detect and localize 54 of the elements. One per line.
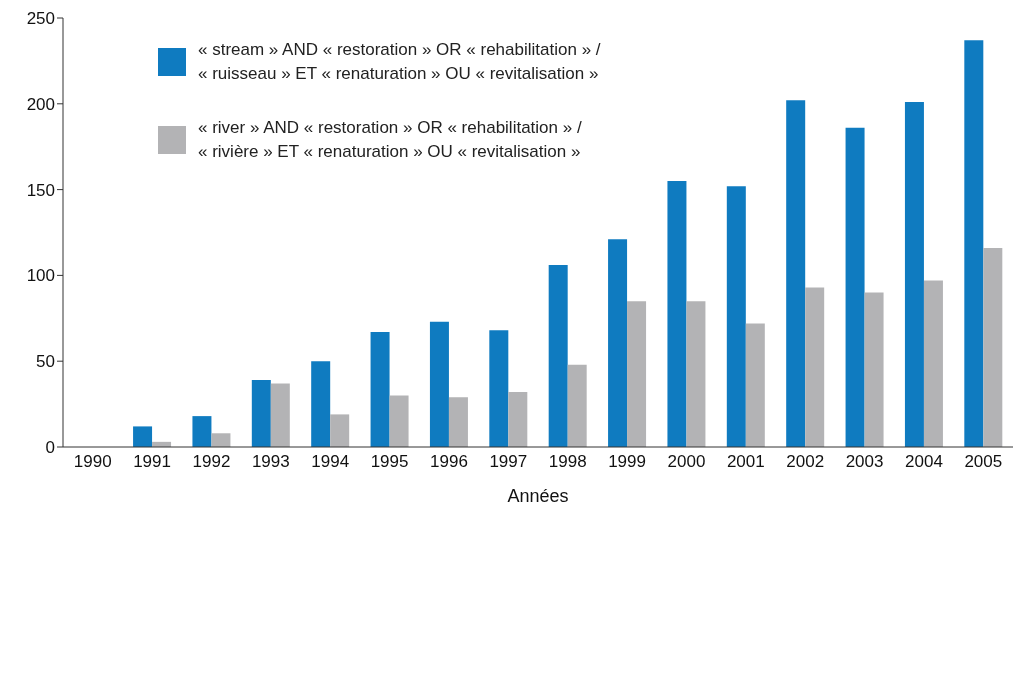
bar <box>270 383 290 447</box>
bar <box>786 100 806 447</box>
x-tick-label: 1992 <box>192 452 231 472</box>
bar <box>745 323 765 447</box>
x-tick-label: 2004 <box>905 452 943 472</box>
bar <box>251 380 271 447</box>
y-tick-label: 50 <box>36 352 55 372</box>
y-tick-label: 0 <box>45 438 55 458</box>
bar <box>311 361 331 447</box>
y-tick-label: 250 <box>26 9 55 29</box>
x-tick-label: 2003 <box>845 452 884 472</box>
bar <box>133 426 153 447</box>
bar <box>567 364 587 447</box>
x-tick-label: 1998 <box>548 452 587 472</box>
bar <box>627 301 647 447</box>
bar <box>964 40 984 447</box>
x-tick-label: 1996 <box>430 452 468 472</box>
x-tick-label: 2000 <box>667 452 706 472</box>
bar <box>983 247 1003 447</box>
bar <box>805 287 825 447</box>
bar <box>686 301 706 447</box>
bar <box>508 392 528 447</box>
bar <box>608 239 628 447</box>
y-tick-label: 100 <box>26 266 55 286</box>
bar <box>726 186 746 447</box>
bar <box>330 414 350 447</box>
x-tick-label: 2002 <box>786 452 825 472</box>
bar <box>667 181 687 447</box>
bar <box>904 102 924 447</box>
legend-label: « stream » AND « restoration » OR « rehabilitation » / « ruisseau » ET « renaturation » OU « revitalisation » <box>198 39 601 85</box>
bar <box>548 265 568 447</box>
y-tick-label: 150 <box>26 180 55 200</box>
x-tick-label: 1993 <box>251 452 290 472</box>
legend-label: « river » AND « restoration » OR « rehabilitation » / « rivière » ET « renaturation » OU « revitalisation » <box>198 117 582 163</box>
x-tick-label: 1995 <box>370 452 409 472</box>
x-tick-label: 1994 <box>311 452 350 472</box>
bar <box>389 395 409 447</box>
x-axis-title: Années <box>507 486 569 506</box>
x-tick-label: 1991 <box>133 452 171 472</box>
bar <box>192 416 212 447</box>
x-tick-label: 2001 <box>726 452 765 472</box>
bar <box>429 321 449 447</box>
y-tick-label: 200 <box>26 94 55 114</box>
x-tick-label: 1997 <box>489 452 528 472</box>
bar <box>370 332 390 447</box>
x-tick-label: 1990 <box>73 452 112 472</box>
x-tick-label: 2005 <box>964 452 1003 472</box>
bar <box>211 433 231 447</box>
bar <box>448 397 468 447</box>
bar <box>845 127 865 447</box>
bar <box>489 330 509 447</box>
bar <box>864 292 884 447</box>
bar <box>923 280 943 447</box>
x-tick-label: 1999 <box>608 452 646 472</box>
